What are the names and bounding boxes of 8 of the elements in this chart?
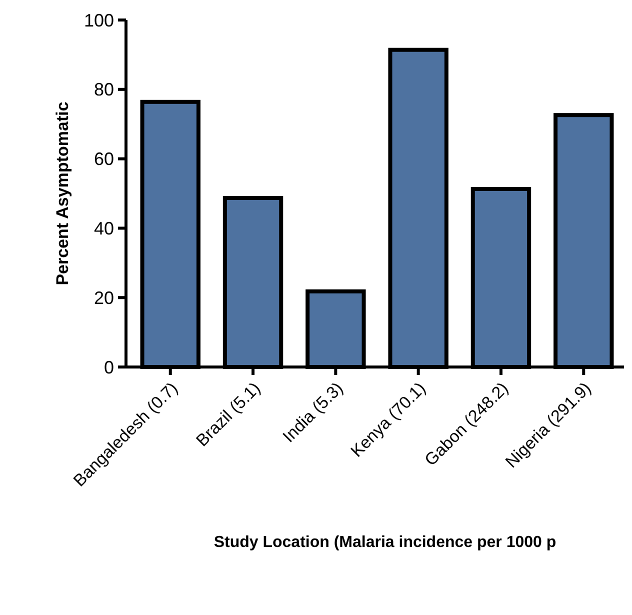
y-tick-label: 0 — [104, 357, 114, 378]
y-tick-label: 80 — [94, 80, 114, 100]
y-tick-label: 20 — [94, 288, 114, 308]
x-axis-title: Study Location (Malaria incidence per 1000 p — [214, 534, 556, 551]
y-axis-title: Percent Asymptomatic — [53, 102, 72, 286]
y-tick-label: 40 — [94, 218, 114, 238]
y-tick-label: 60 — [94, 149, 114, 170]
y-tick-label: 100 — [84, 10, 114, 30]
